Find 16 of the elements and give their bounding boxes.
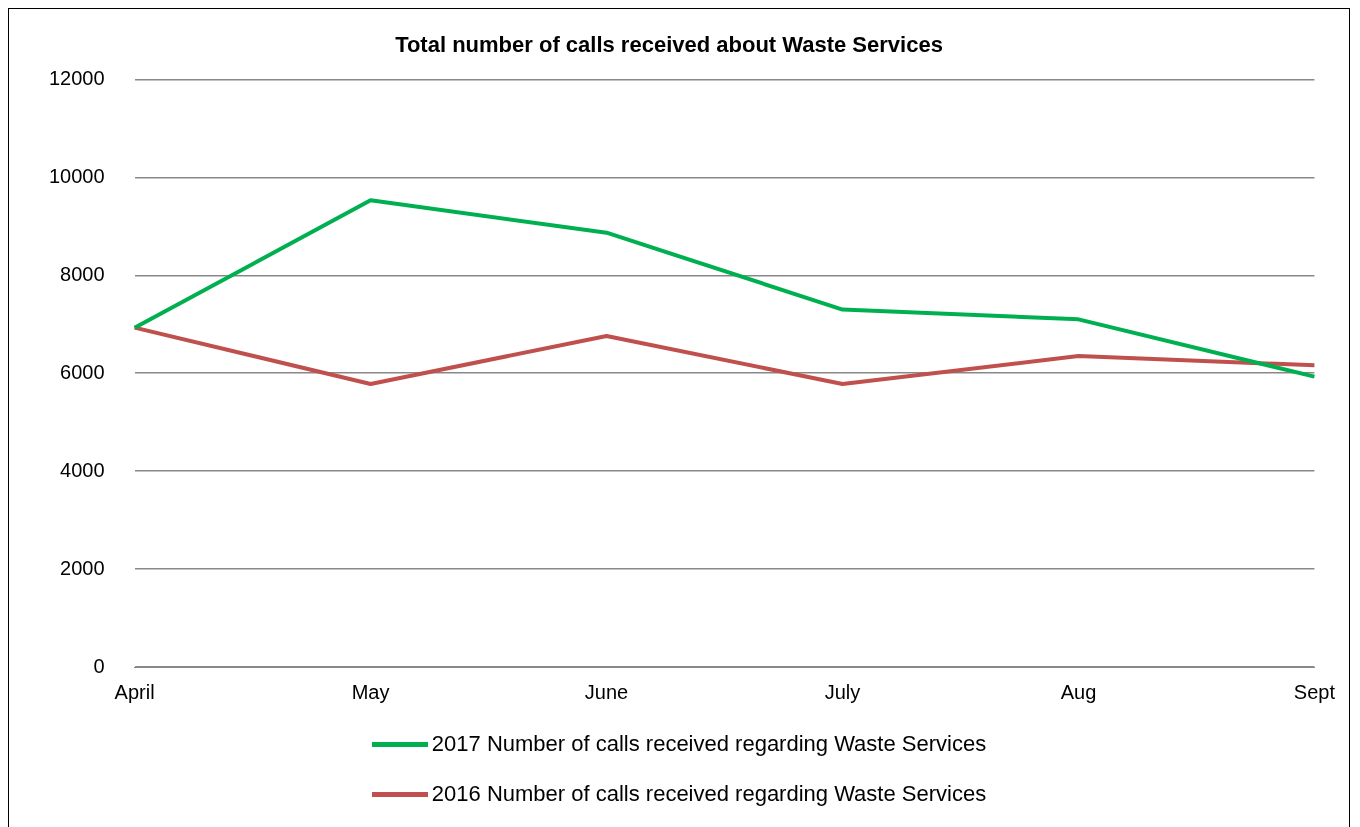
- x-tick-label: June: [584, 680, 629, 703]
- y-tick-label: 10000: [48, 164, 105, 187]
- y-tick-label: 8000: [60, 262, 105, 285]
- x-tick-label: April: [114, 680, 155, 703]
- y-tick-label: 12000: [48, 66, 105, 89]
- y-tick-label: 0: [93, 654, 105, 677]
- legend-label: 2016 Number of calls received regarding Waste Services: [431, 781, 987, 807]
- x-tick-label: Aug: [1060, 680, 1097, 703]
- x-tick-label: Sept: [1293, 680, 1336, 703]
- y-tick-label: 2000: [60, 556, 105, 579]
- chart-title: Total number of calls received about Waste Services: [395, 32, 943, 58]
- y-tick-label: 6000: [60, 360, 105, 383]
- y-tick-label: 4000: [60, 458, 105, 481]
- x-tick-label: May: [351, 680, 390, 703]
- x-tick-label: July: [824, 680, 861, 703]
- legend-label: 2017 Number of calls received regarding Waste Services: [431, 731, 987, 757]
